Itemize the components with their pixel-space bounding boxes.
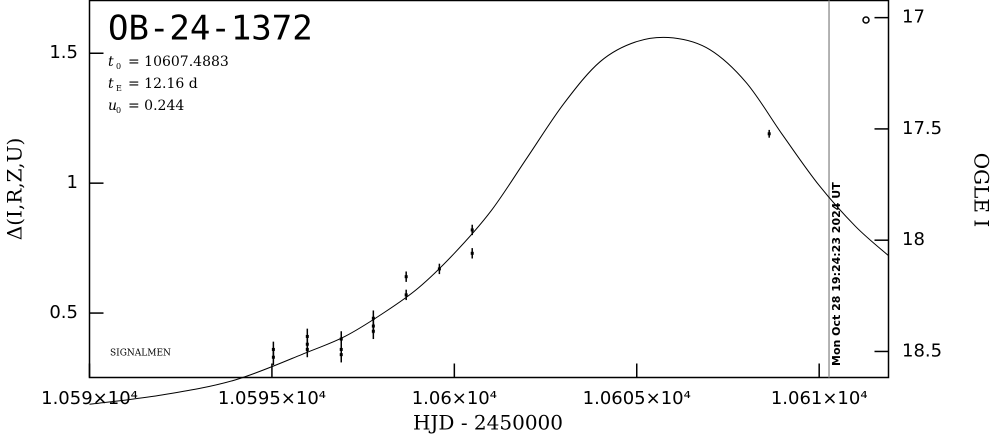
annotation-sub: E	[116, 84, 122, 93]
data-point	[767, 132, 771, 136]
y2-axis-label: OGLE I	[970, 153, 992, 228]
y2-tick-label: 17	[902, 7, 925, 28]
data-point	[339, 337, 343, 341]
annotation-var: t	[108, 54, 114, 70]
credit: SIGNALMEN	[110, 349, 171, 359]
data-point	[470, 251, 474, 255]
data-point	[404, 275, 408, 279]
data-point	[470, 228, 474, 232]
annotation-text: = 12.16 d	[128, 76, 198, 92]
plot-area	[89, 36, 889, 405]
chart-title: OB-24-1372	[108, 9, 313, 49]
annotation-sub: 0	[116, 106, 121, 115]
y2-tick-label: 17.5	[902, 118, 942, 139]
x-tick-label: 1.0605×10⁴	[583, 388, 691, 409]
annotation-text: = 0.244	[128, 98, 184, 114]
annotation-var: t	[108, 76, 114, 92]
data-point	[339, 353, 343, 357]
annotation-sub: 0	[116, 62, 121, 71]
y-axis-label: Δ(I,R,Z,U)	[3, 138, 27, 240]
annotation-var: u	[108, 98, 117, 114]
y-tick-label: 1	[67, 172, 78, 193]
plot-frame	[88, 0, 890, 379]
date-line-label: Mon Oct 28 19:24:23 2024 UT	[830, 182, 843, 366]
y-tick-label: 1.5	[49, 42, 78, 63]
x-tick-label: 1.059×10⁴	[41, 388, 138, 409]
y2-tick-label: 18.5	[902, 340, 942, 361]
x-tick-label: 1.06×10⁴	[412, 388, 497, 409]
x-tick-label: 1.061×10⁴	[771, 388, 868, 409]
data-point	[371, 329, 375, 333]
y2-tick-label: 18	[902, 229, 925, 250]
model-curve	[89, 36, 889, 405]
symbol-marker	[862, 16, 870, 24]
x-axis-label: HJD - 2450000	[413, 411, 563, 434]
annotation-text: = 10607.4883	[128, 54, 229, 70]
data-point	[271, 355, 275, 359]
x-tick-label: 1.0595×10⁴	[218, 388, 326, 409]
data-point	[437, 267, 441, 271]
y-tick-label: 0.5	[49, 302, 78, 323]
data-point	[404, 293, 408, 297]
data-point	[305, 347, 309, 351]
